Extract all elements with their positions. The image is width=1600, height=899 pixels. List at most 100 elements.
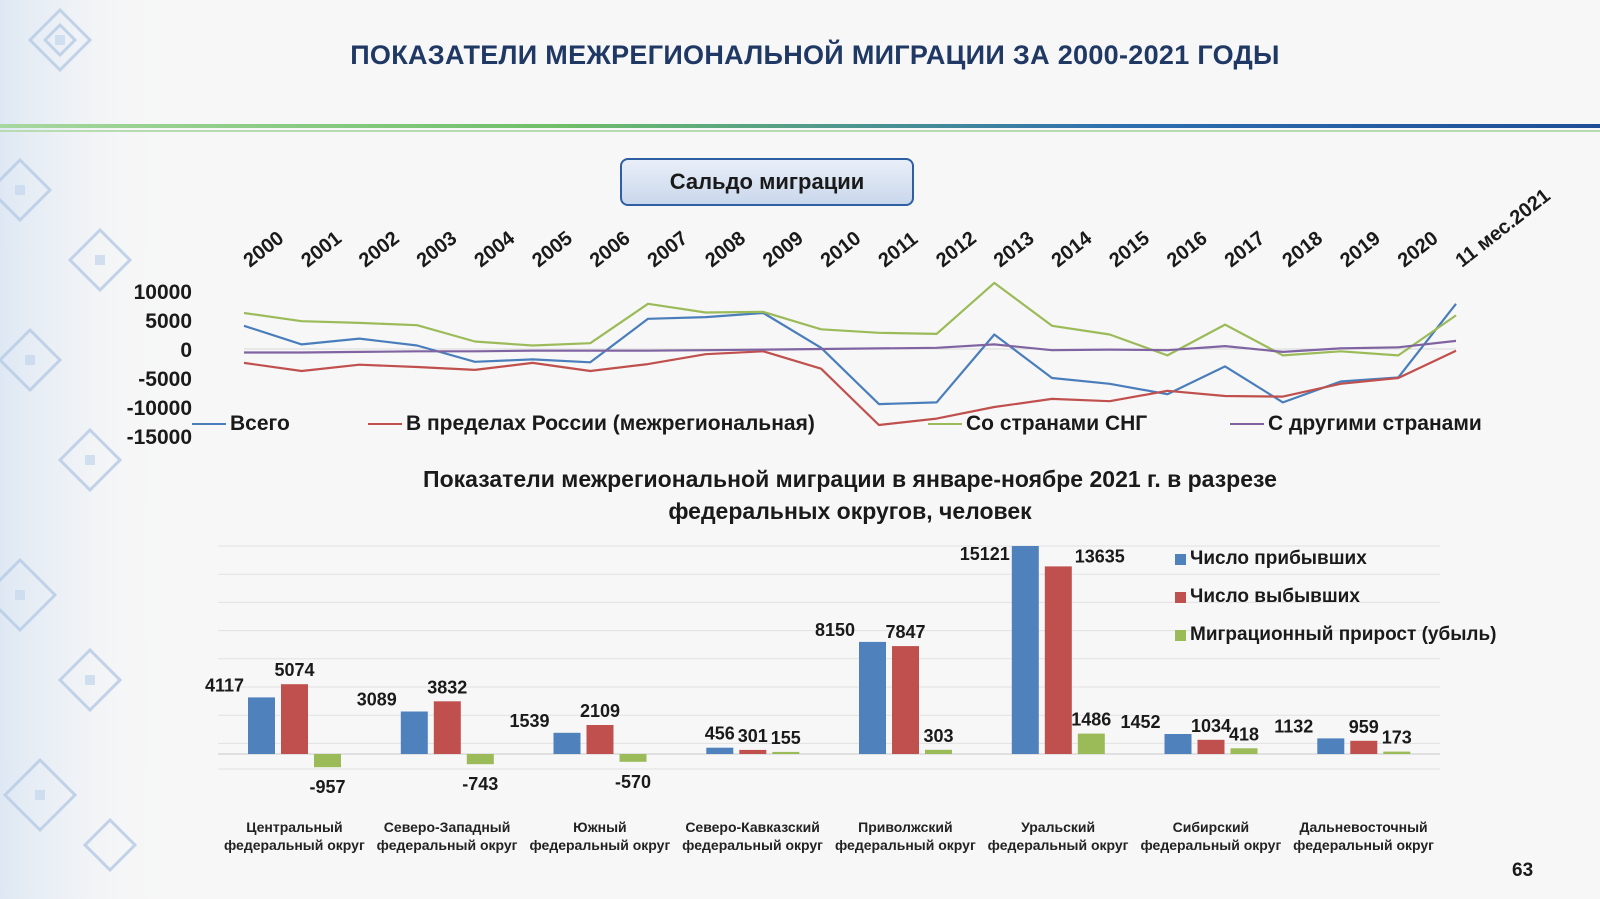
bar [400, 711, 428, 754]
district-label: Центральный федеральный округ [215, 818, 373, 854]
bar-legend-departed: Число выбывших [1175, 586, 1360, 608]
legend-line-cis [928, 423, 962, 425]
bar-legend-label-departed: Число выбывших [1190, 586, 1360, 607]
district-label-line: Сибирский [1172, 819, 1250, 835]
bar-value-label: 456 [705, 724, 735, 744]
bar-value-label: 155 [771, 728, 801, 748]
bar-legend-label-arrived: Число прибывших [1190, 548, 1367, 569]
bar-value-label: 301 [738, 726, 768, 746]
district-label-line: федеральный округ [834, 837, 976, 853]
district-label-line: Центральный [246, 819, 343, 835]
district-label: Уральский федеральный округ [979, 818, 1137, 854]
bar [466, 754, 494, 765]
district-label-line: федеральный округ [1293, 837, 1434, 853]
bar-value-label: 303 [923, 726, 953, 746]
bar [248, 697, 275, 754]
y-tick-label: -5000 [138, 368, 192, 391]
bar [1077, 733, 1105, 754]
bar-legend-arrived: Число прибывших [1175, 548, 1367, 570]
bar-value-label: 1539 [509, 711, 549, 731]
bar [433, 701, 461, 754]
bar-value-label: 1452 [1120, 712, 1160, 732]
bar [1350, 740, 1378, 754]
bar [1383, 751, 1411, 754]
y-tick-label: -15000 [127, 426, 192, 449]
district-label-line: федеральный округ [682, 837, 823, 853]
bar [892, 646, 919, 754]
district-label: Сибирский федеральный округ [1132, 818, 1290, 854]
bar [586, 725, 614, 754]
bar [1044, 566, 1072, 754]
series-line-2 [243, 281, 1457, 357]
legend-label-russia: В пределах России (межрегиональная) [406, 412, 815, 435]
bar-value-label: 418 [1229, 724, 1259, 744]
series-line-0 [243, 303, 1457, 406]
legend-item-russia: В пределах России (межрегиональная) [368, 412, 815, 436]
bar [553, 732, 581, 754]
bar-value-label: 5074 [274, 660, 314, 680]
series-line-3 [244, 339, 1457, 354]
legend-label-total: Всего [230, 412, 290, 435]
bar [772, 751, 800, 754]
legend-line-other [1230, 423, 1264, 425]
bar-value-label: 3832 [427, 677, 467, 697]
district-label-line: федеральный округ [223, 837, 365, 853]
district-label: Северо-Западный федеральный округ [368, 818, 526, 854]
bar-value-label: 1034 [1191, 716, 1231, 736]
district-label-line: Северо-Западный [383, 819, 511, 835]
district-label: Дальневосточный федеральный округ [1285, 818, 1443, 854]
bar-value-label: -743 [462, 774, 498, 794]
y-tick-label: 10000 [134, 281, 192, 304]
bar [1317, 738, 1345, 754]
bar [1011, 546, 1039, 754]
bar [739, 749, 767, 754]
legend-label-cis: Со странами СНГ [966, 412, 1148, 435]
bar-chart-title: Показатели межрегиональной миграции в ян… [423, 466, 1277, 524]
district-label: Северо-Кавказский федеральный округ [674, 818, 832, 854]
bar-value-label: 959 [1349, 717, 1379, 737]
legend-item-total: Всего [192, 412, 290, 436]
bar-value-label: 8150 [815, 620, 855, 640]
series-line-1 [243, 349, 1457, 427]
y-tick-label: 5000 [145, 310, 192, 333]
slide-title: ПОКАЗАТЕЛИ МЕЖРЕГИОНАЛЬНОЙ МИГРАЦИИ ЗА 2… [350, 40, 1280, 70]
bar [619, 754, 647, 762]
district-label-line: Уральский [1021, 819, 1096, 835]
bar-legend-swatch-arrived [1175, 553, 1186, 565]
bar-value-label: 4117 [205, 675, 244, 695]
district-label-line: федеральный округ [1140, 837, 1282, 853]
bar-value-label: -957 [309, 777, 345, 797]
bar [1164, 734, 1192, 754]
bar-value-label: 3089 [357, 690, 397, 710]
bar-legend-swatch-growth [1175, 629, 1186, 641]
bar [281, 684, 308, 754]
bar-legend-label-growth: Миграционный прирост (убыль) [1190, 624, 1497, 645]
legend-line-total [192, 423, 226, 425]
bar-value-label: 1132 [1274, 716, 1313, 736]
bar [314, 754, 341, 768]
ornament-decoration [0, 0, 175, 899]
legend-line-russia [368, 423, 402, 425]
district-label-line: федеральный округ [529, 837, 671, 853]
district-label-line: Приволжский [858, 819, 953, 835]
bar [925, 749, 952, 754]
district-label-line: Северо-Кавказский [685, 819, 820, 835]
district-label: Приволжский федеральный округ [826, 818, 984, 854]
title-divider [0, 124, 1600, 132]
district-label-line: федеральный округ [376, 837, 518, 853]
bar-legend-swatch-departed [1175, 591, 1186, 603]
bar-value-label: 173 [1382, 728, 1412, 748]
district-label-line: Южный [573, 819, 627, 835]
bar-value-label: 15121 [960, 544, 1010, 564]
bar [1230, 748, 1258, 754]
bar-legend-growth: Миграционный прирост (убыль) [1175, 624, 1497, 646]
bar [1197, 739, 1225, 754]
line-chart-title: Сальдо миграции [620, 158, 914, 206]
bar-value-label: -570 [615, 772, 651, 792]
bar [706, 747, 734, 754]
page-number: 63 [1512, 860, 1534, 881]
district-label-line: федеральный округ [987, 837, 1129, 853]
bar-value-label: 2109 [580, 701, 620, 721]
